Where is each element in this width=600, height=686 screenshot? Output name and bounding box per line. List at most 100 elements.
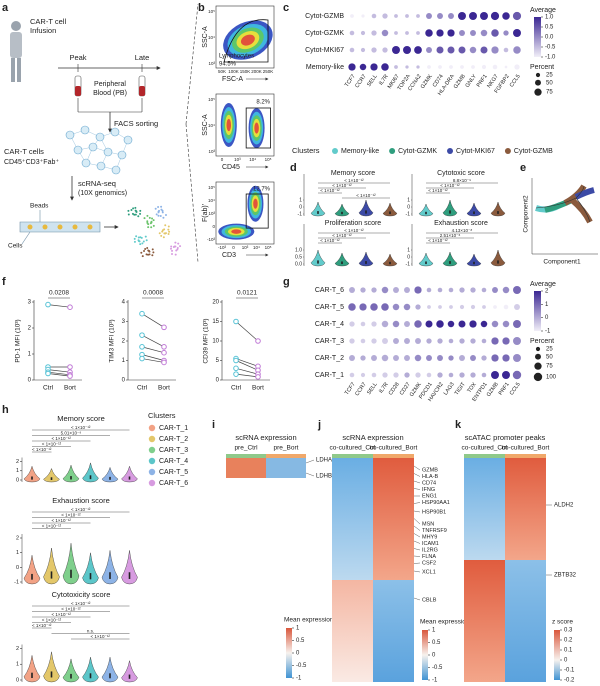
- pair-line: [141, 334, 165, 348]
- legend-title: Mean expression: [420, 619, 470, 626]
- ctrl-point: [45, 301, 51, 308]
- tsne-point: [157, 214, 160, 217]
- tick-label: 3: [122, 319, 126, 325]
- tsne-point: [147, 249, 150, 252]
- dot: [503, 47, 509, 53]
- tick-label: 1: [299, 197, 302, 203]
- cell: [88, 142, 98, 152]
- dot: [448, 287, 454, 293]
- tsne-point: [168, 230, 171, 233]
- dot: [459, 287, 465, 293]
- p-value: < 1×10⁻¹²: [91, 634, 111, 639]
- tsne-point: [174, 241, 177, 244]
- dot: [414, 320, 422, 328]
- tick-label: 10⁴: [208, 123, 215, 128]
- dot: [437, 372, 443, 378]
- dot: [392, 303, 400, 311]
- label: 12.7%: [253, 187, 271, 193]
- connector: [413, 548, 421, 551]
- p-value: < 1×10⁻¹²: [320, 188, 340, 193]
- dot: [360, 47, 366, 53]
- blood: [75, 86, 81, 96]
- violin-box: [128, 572, 131, 579]
- subplot-title: Exhaustion score: [434, 220, 488, 227]
- annotation-bar: [464, 454, 505, 458]
- axis-label: Component1: [543, 259, 581, 266]
- tick-label: 0: [299, 204, 302, 210]
- violin: [82, 552, 99, 585]
- dot: [491, 337, 499, 345]
- legend-title: z score: [552, 619, 573, 626]
- connector: [413, 510, 421, 513]
- dot: [371, 355, 377, 361]
- violin: [490, 201, 506, 217]
- tick-label: 10³: [208, 61, 215, 66]
- density: [253, 198, 258, 209]
- legend-title: Mean expression: [284, 617, 334, 624]
- blood: [139, 86, 145, 96]
- dot: [470, 338, 476, 344]
- heat-block: [505, 560, 546, 682]
- dot: [513, 29, 521, 37]
- connector: [413, 597, 421, 601]
- legend-swatch: [148, 424, 156, 432]
- label: CD45⁺CD3⁺Fab⁺: [4, 159, 59, 166]
- violin: [121, 466, 138, 483]
- gene-label: CD74: [422, 480, 436, 486]
- violin: [43, 547, 60, 585]
- dot: [426, 47, 432, 53]
- subplot-title: Cytotoxicity score: [52, 590, 111, 599]
- dot: [436, 29, 444, 37]
- violin-box: [473, 211, 475, 215]
- tick-label: 0: [564, 658, 568, 664]
- tick-label: 150K: [240, 69, 251, 74]
- dot: [360, 30, 366, 36]
- p-value: < 1×10⁻¹²: [344, 178, 364, 183]
- tick-label: 3: [28, 300, 32, 306]
- violin-box: [128, 674, 131, 679]
- gene-label: GZMB: [453, 73, 467, 90]
- p-value: < 1×10⁻¹²: [428, 188, 448, 193]
- p-value: < 1×10⁻¹²: [440, 183, 460, 188]
- violin: [334, 252, 350, 267]
- label: Cells: [8, 243, 23, 250]
- row-label: CAR-T_3: [315, 338, 344, 345]
- tick-label: 0: [221, 157, 224, 162]
- x-tick-label: Bort: [158, 385, 170, 392]
- p-value: 4.13×10⁻⁸: [452, 228, 473, 233]
- pair-line: [141, 346, 165, 354]
- tick-label: 0: [432, 653, 436, 659]
- label: Peak: [69, 53, 86, 62]
- panel-label: h: [2, 404, 9, 416]
- ctrl-point: [139, 310, 145, 317]
- dot: [427, 65, 431, 69]
- violin: [490, 249, 506, 267]
- tsne-point: [161, 230, 164, 233]
- pair-line: [141, 354, 165, 361]
- tick-label: 1.0: [545, 15, 554, 21]
- tick-label: 10⁵: [208, 9, 215, 14]
- dot: [381, 29, 389, 37]
- dot: [447, 29, 455, 37]
- legend-swatch: [504, 148, 511, 154]
- tick-label: 1.0: [295, 247, 302, 253]
- violin-box: [497, 211, 499, 214]
- trajectory-backbone: [535, 185, 591, 223]
- tick-label: -1: [432, 678, 438, 684]
- annotation-bar: [332, 454, 373, 458]
- axis-label: SSC-A: [202, 114, 209, 136]
- panel-label: a: [2, 2, 9, 14]
- tick-label: 0: [407, 254, 410, 260]
- dot: [394, 31, 398, 35]
- legend-title: Percent: [530, 338, 554, 345]
- panel-label: f: [2, 276, 6, 288]
- tick-label: 1: [16, 662, 19, 668]
- dot: [349, 355, 355, 361]
- dot: [491, 354, 499, 362]
- violin: [101, 657, 119, 683]
- cell: [110, 127, 120, 137]
- violin: [62, 658, 80, 683]
- tsne-point: [133, 213, 136, 216]
- connector: [413, 555, 421, 557]
- heatmap-title: scRNA expression: [235, 433, 296, 442]
